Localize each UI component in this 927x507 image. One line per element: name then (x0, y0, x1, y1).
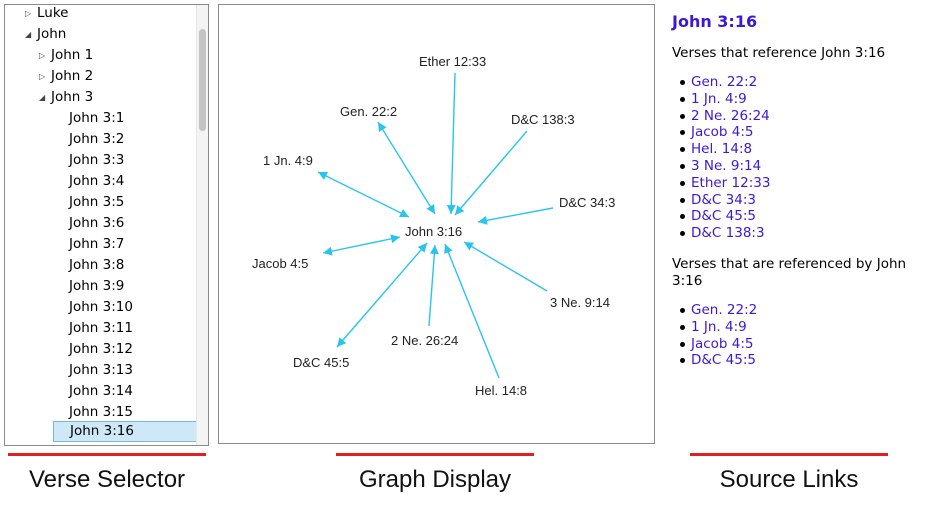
graph-node-1-jn-4-9[interactable]: 1 Jn. 4:9 (263, 153, 313, 168)
reference-link[interactable]: D&C 45:5 (691, 208, 756, 225)
referenced-by-heading: Verses that are referenced by John 3:16 (672, 255, 907, 289)
reference-link[interactable]: Jacob 4:5 (691, 124, 754, 141)
tree-chapter-john-2[interactable]: ▷ John 2 (39, 66, 93, 86)
edge-gen-22-2 (377, 121, 436, 215)
referenced-link[interactable]: Jacob 4:5 (691, 335, 754, 352)
verse-selector-tree[interactable]: ▷ Luke ◢ John ▷ John 1 ▷ John 2 ◢ John 3 John… (4, 4, 209, 446)
list-item: 3 Ne. 9:14 (672, 158, 922, 175)
list-item: Hel. 14:8 (672, 141, 922, 158)
graph-display[interactable]: John 3:16 Ether 12:33 D&C 138:3 D&C 34:3… (218, 4, 655, 444)
referenced-link[interactable]: D&C 45:5 (691, 352, 756, 369)
reference-link[interactable]: Hel. 14:8 (691, 141, 753, 158)
expand-triangle-icon[interactable]: ▷ (39, 72, 46, 81)
graph-node-dc-34-3[interactable]: D&C 34:3 (559, 195, 615, 210)
list-item: 1 Jn. 4:9 (672, 319, 922, 336)
tree-verse-item[interactable]: John 3:6 (69, 215, 125, 231)
tree-verse-item[interactable]: John 3:4 (69, 173, 125, 189)
graph-node-dc-45-5[interactable]: D&C 45:5 (293, 355, 349, 370)
graph-node-hel-14-8[interactable]: Hel. 14:8 (475, 383, 527, 398)
graph-node-gen-22-2[interactable]: Gen. 22:2 (340, 104, 397, 119)
reference-link[interactable]: D&C 138:3 (691, 225, 765, 242)
referenced-link[interactable]: Gen. 22:2 (691, 301, 758, 318)
caption-underline (336, 453, 534, 456)
tree-verse-item-selected[interactable]: John 3:16 (53, 421, 199, 442)
edge-dc-34-3 (477, 207, 554, 225)
edge-ether-12-33 (446, 72, 456, 215)
tree-book-john[interactable]: ◢ John (25, 24, 66, 44)
graph-node-ether-12-33[interactable]: Ether 12:33 (419, 54, 486, 69)
graph-node-dc-138-3[interactable]: D&C 138:3 (511, 112, 575, 127)
reference-link[interactable]: 1 Jn. 4:9 (691, 90, 747, 107)
tree-verse-item[interactable]: John 3:10 (69, 299, 133, 315)
edge-hel-14-8 (444, 243, 500, 379)
edge-1-jn-4-9 (317, 171, 410, 218)
tree-verse-item[interactable]: John 3:11 (69, 320, 133, 336)
tree-chapter-john-1[interactable]: ▷ John 1 (39, 45, 93, 65)
edge-2-ne-26-24 (428, 244, 439, 327)
tree-verse-item[interactable]: John 3:1 (69, 110, 125, 126)
list-item: Jacob 4:5 (672, 124, 922, 141)
tree-verse-item[interactable]: John 3:7 (69, 236, 125, 252)
reference-link[interactable]: D&C 34:3 (691, 191, 756, 208)
tree-verse-item[interactable]: John 3:5 (69, 194, 125, 210)
list-item: D&C 45:5 (672, 352, 922, 369)
expand-triangle-icon[interactable]: ▷ (39, 51, 46, 60)
list-item: D&C 45:5 (672, 208, 922, 225)
tree-verse-item[interactable]: John 3:9 (69, 278, 125, 294)
source-links-panel: John 3:16 Verses that reference John 3:1… (672, 12, 922, 383)
caption-verse-selector: Verse Selector (28, 466, 186, 493)
tree-book-luke[interactable]: ▷ Luke (25, 5, 68, 23)
tree-verse-item[interactable]: John 3:13 (69, 362, 133, 378)
tree-verse-item[interactable]: John 3:3 (69, 152, 125, 168)
graph-node-3-ne-9-14[interactable]: 3 Ne. 9:14 (550, 295, 610, 310)
edge-jacob-4-5 (322, 234, 401, 256)
graph-node-2-ne-26-24[interactable]: 2 Ne. 26:24 (391, 333, 458, 348)
reference-link[interactable]: 2 Ne. 26:24 (691, 107, 770, 124)
tree-scrollbar[interactable] (196, 5, 208, 445)
tree-verse-item[interactable]: John 3:14 (69, 383, 133, 399)
edge-dc-45-5 (336, 242, 428, 348)
referenced-link[interactable]: 1 Jn. 4:9 (691, 318, 747, 335)
references-heading: Verses that reference John 3:16 (672, 45, 886, 61)
reference-link[interactable]: Ether 12:33 (691, 174, 771, 191)
tree-verse-item[interactable]: John 3:8 (69, 257, 125, 273)
list-item: Gen. 22:2 (672, 302, 922, 319)
references-list: Gen. 22:2 1 Jn. 4:9 2 Ne. 26:24 Jacob 4:… (672, 74, 922, 242)
list-item: 1 Jn. 4:9 (672, 91, 922, 108)
edge-3-ne-9-14 (463, 241, 548, 292)
list-item: 2 Ne. 26:24 (672, 108, 922, 125)
tree-verse-item[interactable]: John 3:12 (69, 341, 133, 357)
list-item: Jacob 4:5 (672, 336, 922, 353)
caption-source-links: Source Links (719, 466, 859, 493)
reference-link[interactable]: 3 Ne. 9:14 (691, 157, 762, 174)
collapse-triangle-icon[interactable]: ◢ (39, 93, 46, 102)
reference-graph[interactable]: John 3:16 Ether 12:33 D&C 138:3 D&C 34:3… (219, 5, 656, 445)
expand-triangle-icon[interactable]: ▷ (25, 9, 32, 18)
verse-title: John 3:16 (672, 12, 758, 31)
caption-underline (690, 453, 888, 456)
edge-dc-138-3 (454, 130, 528, 216)
list-item: D&C 34:3 (672, 192, 922, 209)
tree-chapter-john-3[interactable]: ◢ John 3 (39, 87, 93, 107)
graph-node-center[interactable]: John 3:16 (405, 224, 462, 239)
tree-scrollbar-thumb[interactable] (199, 29, 206, 131)
collapse-triangle-icon[interactable]: ◢ (25, 30, 32, 39)
list-item: Ether 12:33 (672, 175, 922, 192)
graph-node-jacob-4-5[interactable]: Jacob 4:5 (252, 256, 308, 271)
list-item: D&C 138:3 (672, 225, 922, 242)
caption-underline (8, 453, 206, 456)
referenced-by-list: Gen. 22:2 1 Jn. 4:9 Jacob 4:5 D&C 45:5 (672, 302, 922, 369)
tree-verse-item[interactable]: John 3:15 (69, 404, 133, 420)
tree-verse-item[interactable]: John 3:2 (69, 131, 125, 147)
caption-graph-display: Graph Display (358, 466, 512, 493)
reference-link[interactable]: Gen. 22:2 (691, 74, 758, 90)
list-item: Gen. 22:2 (672, 74, 922, 91)
